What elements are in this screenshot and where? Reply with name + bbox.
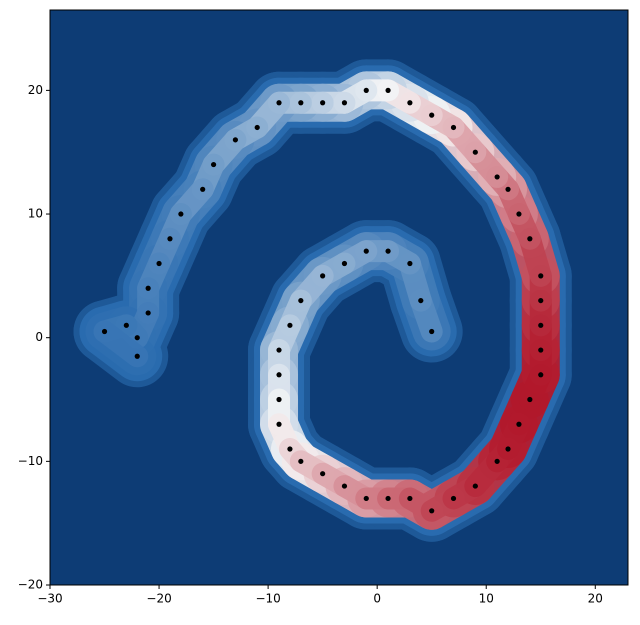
data-point [407,495,413,502]
data-point [276,100,282,106]
data-point [320,471,326,477]
data-point [450,495,457,502]
data-point [298,458,304,464]
x-tick-label: −30 [37,592,62,606]
data-point [505,446,511,452]
x-tick-label: −10 [255,592,280,606]
data-point [472,149,478,155]
x-tick-label: 20 [588,592,603,606]
data-point [145,285,151,291]
data-point [287,322,293,328]
data-point [298,100,304,106]
data-point [341,483,348,489]
data-point [385,495,391,502]
y-tick-label: −20 [18,578,43,592]
data-point [429,328,435,335]
data-point [287,446,293,452]
data-point [516,421,522,427]
data-point [320,100,326,106]
axes-frame [49,9,629,586]
y-tick-label: 10 [28,207,43,221]
data-point [178,211,184,217]
data-point [429,112,435,118]
data-point [538,347,544,353]
data-point [298,297,304,304]
y-tick-label: 20 [28,83,43,97]
data-point [385,248,391,254]
data-point [101,328,108,335]
x-tick-label: 0 [373,592,381,606]
data-point [505,186,511,192]
data-point [418,297,424,304]
data-point [210,161,217,168]
data-point [538,322,544,328]
data-point [341,100,348,106]
data-point [407,260,413,267]
data-point [276,421,282,427]
data-point [254,124,260,131]
data-point [472,483,478,489]
data-point [341,260,348,267]
data-point [516,211,522,217]
y-tick-label: 0 [35,330,43,344]
plot-area [50,10,628,585]
data-point [276,396,282,403]
data-point [123,322,129,328]
data-point [494,458,500,464]
data-point [363,87,369,93]
data-point [527,236,533,242]
data-point [134,353,140,359]
data-point [385,87,391,93]
data-point [200,186,206,192]
data-point [538,297,544,304]
data-point [363,495,369,502]
x-tick-label: −20 [146,592,171,606]
data-point [320,273,326,279]
data-point [407,100,413,106]
data-point [363,248,369,254]
data-point [494,174,500,180]
data-point [167,236,173,242]
data-point [276,347,282,353]
y-tick-label: −10 [18,454,43,468]
density-band [93,320,149,368]
data-point [538,372,544,378]
data-point [527,396,533,403]
x-tick-label: 10 [479,592,494,606]
data-point [450,124,457,131]
data-point [134,335,140,341]
data-point [538,273,544,279]
data-point [145,310,151,316]
data-point [429,508,435,514]
data-point [276,372,282,378]
data-point [232,137,238,143]
data-point [156,260,162,267]
